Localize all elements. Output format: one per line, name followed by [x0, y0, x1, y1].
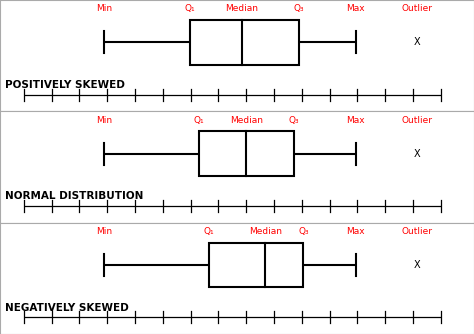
Text: Q₃: Q₃	[289, 116, 299, 125]
Bar	[190, 20, 299, 64]
Text: Median: Median	[230, 116, 263, 125]
Text: Min: Min	[96, 227, 112, 236]
Text: NEGATIVELY SKEWED: NEGATIVELY SKEWED	[5, 303, 128, 313]
Text: NORMAL DISTRIBUTION: NORMAL DISTRIBUTION	[5, 191, 143, 201]
Text: X: X	[414, 149, 420, 159]
Text: Max: Max	[346, 227, 365, 236]
Text: Max: Max	[346, 4, 365, 13]
Text: Q₁: Q₁	[194, 116, 204, 125]
Text: Min: Min	[96, 4, 112, 13]
Text: X: X	[414, 37, 420, 47]
Text: Q₁: Q₁	[184, 4, 195, 13]
Text: Q₁: Q₁	[203, 227, 214, 236]
Bar	[199, 131, 294, 176]
Text: Outlier: Outlier	[401, 227, 433, 236]
Text: Median: Median	[225, 4, 258, 13]
Text: Outlier: Outlier	[401, 4, 433, 13]
Text: Median: Median	[249, 227, 282, 236]
Text: Max: Max	[346, 116, 365, 125]
Bar	[209, 243, 303, 287]
Text: Min: Min	[96, 116, 112, 125]
Text: Q₃: Q₃	[293, 4, 304, 13]
Text: Q₃: Q₃	[298, 227, 309, 236]
Text: Outlier: Outlier	[401, 116, 433, 125]
Text: POSITIVELY SKEWED: POSITIVELY SKEWED	[5, 80, 125, 90]
Text: X: X	[414, 260, 420, 270]
